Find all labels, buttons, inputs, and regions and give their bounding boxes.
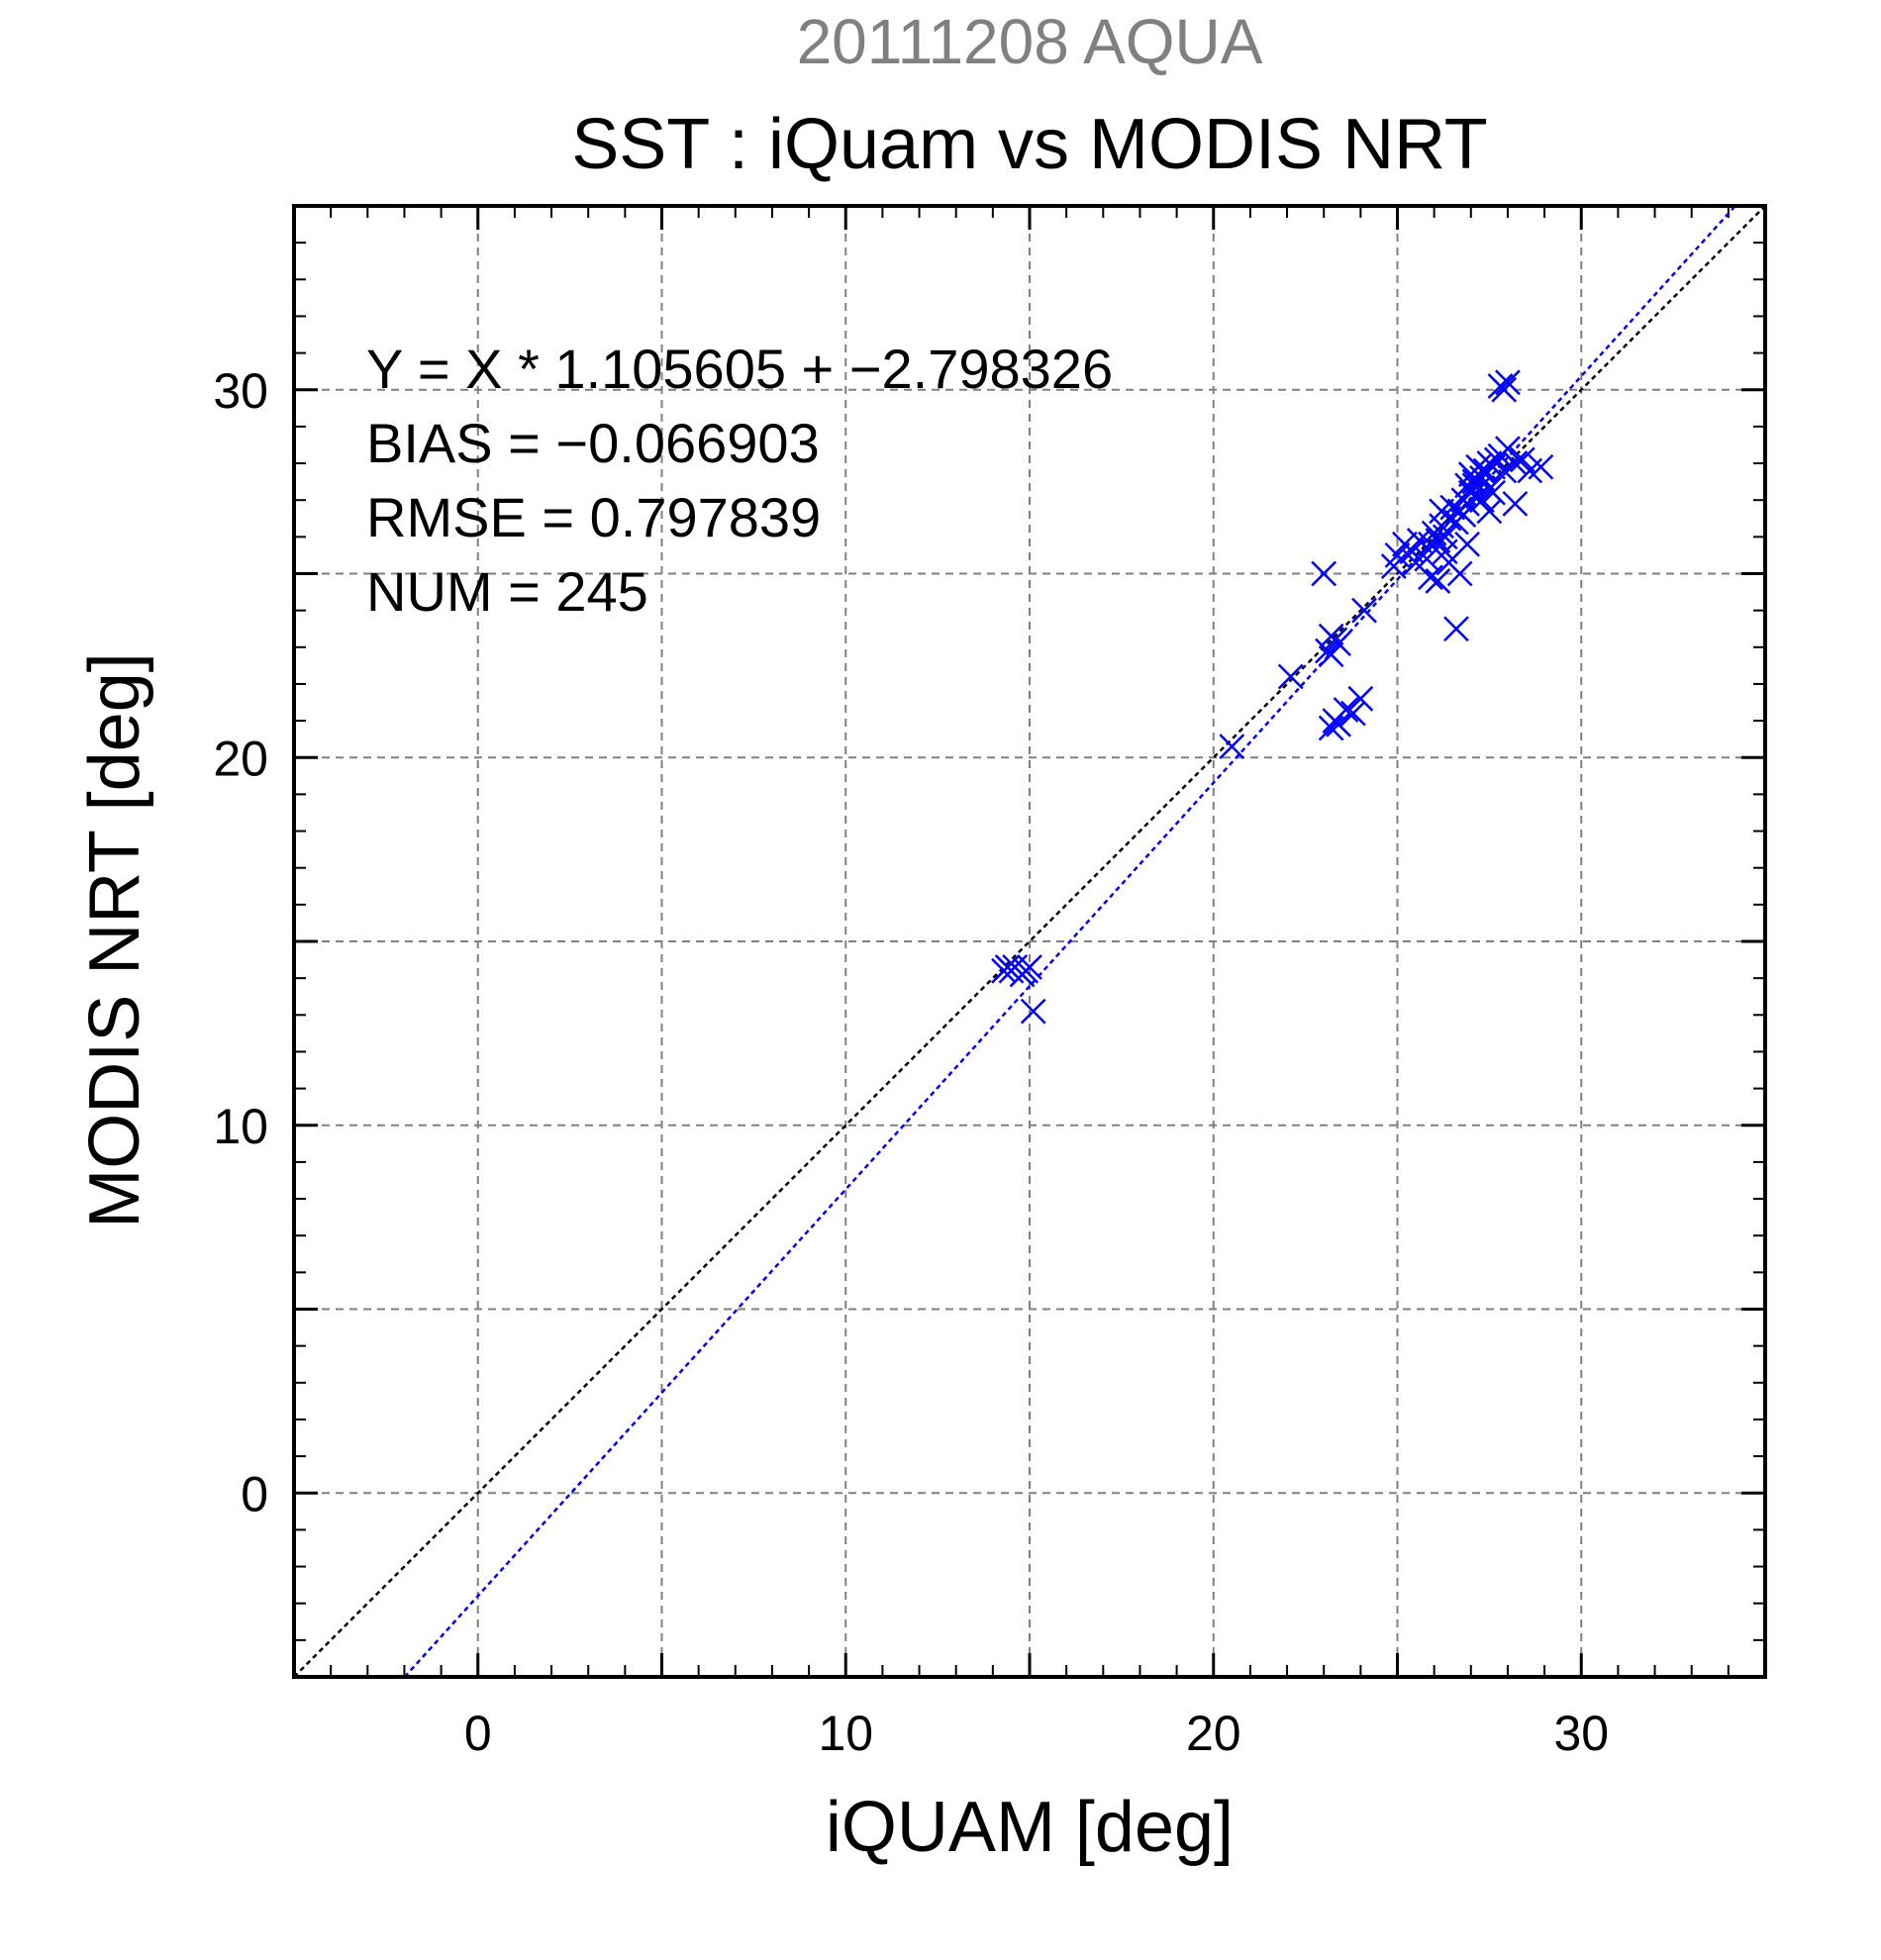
data-point-stroke	[1326, 631, 1351, 656]
data-point-stroke	[1495, 369, 1521, 396]
data-point	[1446, 560, 1473, 587]
data-point-stroke	[1502, 491, 1529, 517]
data-point	[1491, 457, 1518, 484]
data-point-stroke	[1219, 734, 1245, 759]
data-point-stroke	[1009, 961, 1036, 988]
grid	[294, 206, 1765, 1677]
data-point	[1326, 631, 1351, 656]
data-point	[1476, 498, 1503, 525]
y-tick-label: 20	[213, 731, 268, 786]
chart-supertitle: 20111208 AQUA	[797, 6, 1263, 77]
y-tick-labels: 0 10 20 30	[213, 363, 268, 1522]
data-point-stroke	[1432, 539, 1458, 565]
data-point	[1443, 616, 1469, 642]
data-point-stroke	[1403, 549, 1429, 576]
data-point	[1384, 542, 1411, 568]
data-point	[1333, 697, 1359, 723]
data-point	[1502, 491, 1529, 517]
data-point-stroke	[1347, 685, 1374, 712]
data-point-stroke	[1399, 539, 1426, 565]
x-tick-label: 30	[1553, 1706, 1609, 1761]
data-point	[1502, 450, 1529, 476]
data-point-stroke	[1476, 498, 1503, 525]
data-point	[1340, 700, 1366, 727]
data-point-stroke	[1450, 502, 1477, 528]
data-point	[1020, 998, 1046, 1025]
data-point	[1318, 715, 1344, 741]
data-point	[1318, 641, 1344, 668]
data-point	[1403, 549, 1429, 576]
data-point	[1009, 961, 1036, 988]
data-point	[1351, 597, 1377, 624]
data-point-stroke	[1277, 663, 1304, 690]
data-point-stroke	[1326, 711, 1351, 737]
data-point	[1277, 663, 1304, 690]
data-point	[1450, 502, 1477, 528]
data-point-stroke	[1351, 597, 1377, 624]
data-point	[1425, 568, 1451, 594]
chart-title: SST : iQuam vs MODIS NRT	[571, 105, 1488, 184]
data-point-stroke	[1446, 560, 1473, 587]
data-point	[1219, 734, 1245, 759]
data-point-stroke	[1429, 498, 1454, 525]
x-tick-label: 0	[464, 1706, 492, 1761]
data-point	[1476, 450, 1503, 476]
data-point	[1491, 376, 1518, 403]
major-ticks	[294, 206, 1765, 1677]
data-point	[1454, 531, 1480, 557]
data-point	[1480, 479, 1506, 506]
data-point	[1495, 369, 1521, 396]
data-point-stroke	[1318, 641, 1344, 668]
data-point-stroke	[1340, 700, 1366, 727]
data-point-stroke	[1318, 715, 1344, 741]
data-point	[1495, 436, 1521, 462]
x-tick-label: 20	[1186, 1706, 1241, 1761]
data-point-stroke	[1491, 457, 1518, 484]
data-point-stroke	[1461, 472, 1488, 499]
x-tick-labels: 0 10 20 30	[464, 1706, 1609, 1761]
data-point-stroke	[1418, 564, 1443, 591]
data-point-stroke	[1406, 528, 1433, 553]
data-point-stroke	[1333, 697, 1359, 723]
stat-bias: BIAS = −0.066903	[366, 412, 820, 474]
data-point	[1347, 685, 1374, 712]
y-tick-label: 30	[213, 363, 268, 419]
data-point	[1429, 498, 1454, 525]
data-point-stroke	[1509, 446, 1535, 473]
data-point	[1326, 711, 1351, 737]
data-point-stroke	[1384, 542, 1411, 568]
data-point-stroke	[1425, 568, 1451, 594]
data-point-stroke	[1480, 479, 1506, 506]
data-point-stroke	[1311, 560, 1337, 587]
plot-frame	[292, 204, 1767, 1679]
data-point-stroke	[1443, 616, 1469, 642]
data-point	[1509, 446, 1535, 473]
data-point-stroke	[1476, 450, 1503, 476]
data-point	[1311, 560, 1337, 587]
stat-rmse: RMSE = 0.797839	[366, 486, 821, 548]
y-tick-label: 10	[213, 1099, 268, 1154]
data-point-stroke	[1528, 453, 1554, 480]
stat-num: NUM = 245	[366, 560, 648, 623]
data-point	[1457, 461, 1484, 488]
data-point-stroke	[1457, 461, 1484, 488]
data-points	[991, 369, 1554, 1025]
y-tick-label: 0	[241, 1466, 268, 1521]
data-point-stroke	[1491, 376, 1518, 403]
data-point-stroke	[1454, 531, 1480, 557]
data-point	[1432, 539, 1458, 565]
data-point-stroke	[1020, 998, 1046, 1025]
stat-equation: Y = X * 1.105605 + −2.798326	[366, 338, 1113, 400]
data-point-stroke	[1495, 436, 1521, 462]
y-axis-label: MODIS NRT [deg]	[75, 652, 154, 1228]
x-tick-label: 10	[818, 1706, 873, 1761]
data-point-stroke	[1469, 487, 1495, 514]
data-point	[1528, 453, 1554, 480]
data-point-stroke	[1502, 450, 1529, 476]
x-axis-label: iQUAM [deg]	[826, 1788, 1234, 1867]
